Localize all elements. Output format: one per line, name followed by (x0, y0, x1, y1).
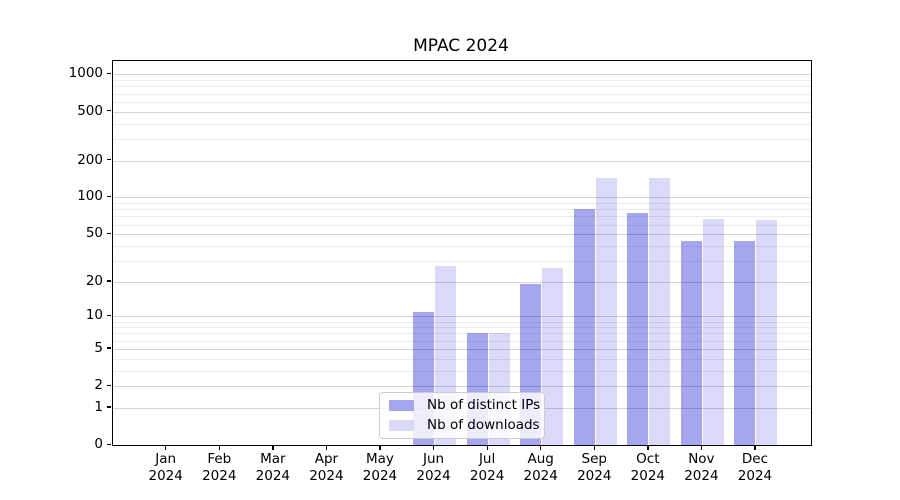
x-tick-label-month-jan: Jan (155, 451, 177, 467)
x-tick-label-month-may: May (366, 451, 394, 467)
x-tick-mark-jun-2024 (432, 445, 435, 450)
y-tick-label-1: 1 (94, 398, 103, 415)
bar-nb-of-distinct-ips-oct-2024 (627, 212, 649, 445)
x-tick-label-month-dec: Dec (741, 451, 769, 467)
bar-nb-of-distinct-ips-nov-2024 (680, 240, 702, 445)
x-tick-mark-nov-2024 (700, 445, 703, 450)
x-tick-label-dec-2024: Dec 2024 (723, 451, 787, 485)
legend-item-nb-of-distinct-ips: Nb of distinct IPs (389, 398, 544, 413)
x-tick-label-feb-2024: Feb 2024 (187, 451, 251, 485)
x-tick-mark-sep-2024 (593, 445, 595, 450)
x-tick-label-year-may-2024: 2024 (362, 468, 398, 484)
x-tick-label-year-aug-2024: 2024 (523, 468, 558, 484)
legend-swatch-nb-of-downloads (389, 419, 414, 432)
x-tick-label-mar-2024: Mar 2024 (241, 451, 305, 485)
x-tick-mark-aug-2024 (540, 445, 542, 450)
bar-nb-of-downloads-sep-2024 (595, 177, 617, 445)
x-tick-label-month-mar: Mar (260, 451, 286, 467)
x-tick-label-year-sep-2024: 2024 (577, 468, 612, 484)
x-tick-label-month-oct: Oct (636, 451, 660, 467)
y-tick-label-2: 2 (94, 377, 103, 394)
bar-nb-of-distinct-ips-sep-2024 (573, 209, 595, 445)
y-tick-label-500: 500 (77, 102, 103, 119)
y-tick-mark-5 (107, 347, 111, 349)
y-tick-mark-20 (107, 280, 111, 282)
x-tick-mark-dec-2024 (754, 445, 756, 450)
y-tick-mark-10 (107, 314, 111, 317)
y-tick-mark-1 (107, 406, 111, 408)
x-tick-label-month-apr: Apr (314, 451, 339, 467)
plot-area (112, 60, 812, 446)
y-tick-label-200: 200 (77, 151, 103, 168)
x-tick-label-sep-2024: Sep 2024 (562, 451, 626, 485)
bar-nb-of-distinct-ips-dec-2024 (734, 240, 756, 445)
y-tick-mark-2 (107, 384, 111, 386)
x-tick-label-year-jul-2024: 2024 (469, 468, 505, 484)
x-tick-label-year-feb-2024: 2024 (202, 468, 237, 484)
bar-nb-of-downloads-dec-2024 (756, 220, 778, 445)
x-tick-mark-oct-2024 (647, 445, 649, 450)
x-tick-mark-mar-2024 (272, 445, 274, 450)
y-tick-mark-1000 (107, 72, 111, 75)
x-tick-label-jul-2024: Jul 2024 (455, 451, 519, 485)
bar-nb-of-downloads-nov-2024 (702, 218, 724, 445)
legend-item-nb-of-downloads: Nb of downloads (389, 418, 544, 433)
y-tick-mark-500 (107, 110, 111, 112)
legend-swatch-nb-of-distinct-ips (389, 399, 414, 412)
x-tick-label-apr-2024: Apr 2024 (294, 451, 358, 485)
x-tick-label-year-mar-2024: 2024 (255, 468, 290, 484)
x-tick-label-year-nov-2024: 2024 (684, 468, 719, 484)
x-tick-label-month-nov: Nov (688, 451, 715, 467)
x-tick-mark-jul-2024 (486, 445, 488, 450)
x-tick-label-year-jan-2024: 2024 (148, 468, 183, 484)
x-tick-label-year-dec-2024: 2024 (737, 468, 773, 484)
y-tick-label-1000: 1000 (68, 65, 103, 82)
y-tick-mark-100 (107, 195, 111, 198)
legend: Nb of distinct IPs Nb of downloads (379, 392, 545, 439)
x-tick-mark-may-2024 (379, 445, 381, 450)
x-tick-mark-apr-2024 (325, 445, 328, 450)
y-tick-label-0: 0 (94, 436, 103, 452)
y-tick-label-10: 10 (85, 307, 103, 324)
x-tick-label-jun-2024: Jun 2024 (402, 451, 466, 485)
x-tick-label-month-aug: Aug (527, 451, 554, 467)
x-tick-label-nov-2024: Nov 2024 (669, 451, 733, 485)
legend-label-nb-of-downloads: Nb of downloads (427, 417, 540, 433)
y-tick-label-50: 50 (85, 225, 103, 242)
x-tick-label-month-jul: Jul (478, 451, 496, 467)
x-tick-label-month-jun: Jun (423, 451, 445, 467)
y-tick-mark-50 (107, 232, 111, 234)
x-tick-label-year-oct-2024: 2024 (630, 468, 665, 484)
x-tick-label-year-apr-2024: 2024 (309, 468, 344, 484)
y-tick-label-20: 20 (85, 272, 103, 289)
x-tick-label-month-feb: Feb (207, 451, 232, 467)
x-tick-label-oct-2024: Oct 2024 (616, 451, 680, 485)
bars-layer (113, 61, 811, 445)
x-tick-label-may-2024: May 2024 (348, 451, 412, 485)
chart-title: MPAC 2024 (413, 36, 509, 56)
y-tick-mark-200 (107, 159, 111, 161)
bar-nb-of-downloads-oct-2024 (649, 177, 671, 445)
x-tick-label-jan-2024: Jan 2024 (134, 451, 198, 485)
x-tick-mark-jan-2024 (165, 445, 167, 450)
y-tick-label-100: 100 (77, 188, 103, 205)
legend-label-nb-of-distinct-ips: Nb of distinct IPs (427, 397, 541, 413)
y-tick-label-5: 5 (94, 339, 103, 356)
x-tick-label-month-sep: Sep (581, 451, 607, 467)
x-tick-label-aug-2024: Aug 2024 (509, 451, 573, 485)
x-tick-label-year-jun-2024: 2024 (416, 468, 451, 484)
bar-nb-of-downloads-aug-2024 (542, 268, 564, 445)
x-tick-mark-feb-2024 (218, 445, 220, 450)
y-tick-mark-0 (107, 443, 111, 445)
